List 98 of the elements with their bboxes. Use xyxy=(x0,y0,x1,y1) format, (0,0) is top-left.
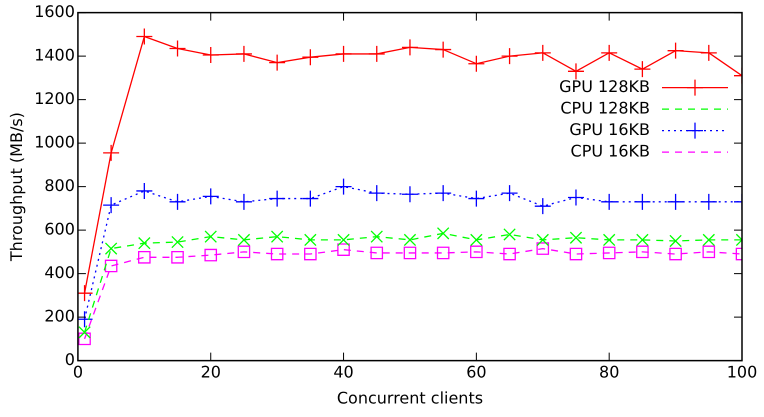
point xyxy=(570,231,582,244)
point xyxy=(602,234,616,246)
y-tick-label: 1400 xyxy=(34,45,75,64)
point xyxy=(102,144,120,162)
point xyxy=(470,246,483,258)
x-tick-label: 80 xyxy=(599,362,620,382)
x-tick-label: 20 xyxy=(200,362,221,382)
point xyxy=(235,193,253,210)
point xyxy=(171,236,184,248)
point xyxy=(436,246,450,260)
point xyxy=(334,45,352,63)
point xyxy=(104,260,118,272)
point xyxy=(500,184,518,202)
x-tick-label: 100 xyxy=(726,362,758,382)
point xyxy=(602,246,616,260)
point xyxy=(78,326,91,339)
point xyxy=(536,234,550,246)
point xyxy=(700,44,718,62)
point xyxy=(434,184,452,202)
point xyxy=(138,250,151,264)
point xyxy=(666,193,684,210)
point xyxy=(702,234,716,246)
point xyxy=(304,234,317,246)
legend-label: GPU 16KB xyxy=(569,120,650,139)
point xyxy=(368,45,386,63)
point xyxy=(304,248,317,260)
point xyxy=(138,236,151,250)
point xyxy=(636,234,649,246)
point xyxy=(136,28,153,46)
y-tick-label: 1200 xyxy=(34,88,75,108)
point xyxy=(204,230,218,243)
point xyxy=(302,190,319,208)
point xyxy=(536,242,550,255)
point xyxy=(270,230,284,243)
y-tick-label: 200 xyxy=(44,306,75,326)
point xyxy=(268,54,286,72)
point xyxy=(401,186,419,203)
point xyxy=(334,178,352,196)
point xyxy=(238,234,250,246)
point xyxy=(470,234,483,246)
point xyxy=(503,228,516,241)
point xyxy=(600,44,618,62)
y-tick-label: 600 xyxy=(44,219,75,238)
point xyxy=(401,38,419,56)
point xyxy=(368,184,386,202)
point xyxy=(370,246,384,260)
point xyxy=(136,182,153,200)
point xyxy=(270,248,284,260)
point xyxy=(666,42,684,60)
point xyxy=(168,40,186,58)
y-axis-title: Throughput (MB/s) xyxy=(6,112,26,262)
point xyxy=(302,48,319,66)
x-axis-title: Concurrent clients xyxy=(336,388,484,408)
point xyxy=(238,246,250,258)
point xyxy=(404,234,416,246)
point xyxy=(570,248,582,260)
point xyxy=(567,188,585,206)
x-tick-label: 40 xyxy=(333,362,354,382)
point xyxy=(468,55,486,72)
point xyxy=(634,193,652,210)
point xyxy=(171,250,184,264)
x-tick-label: 60 xyxy=(466,362,487,382)
y-tick-label: 0 xyxy=(64,350,75,369)
point xyxy=(102,196,120,214)
point xyxy=(636,246,649,258)
point xyxy=(337,243,350,256)
legend-label: CPU 16KB xyxy=(570,141,650,160)
point xyxy=(436,227,450,240)
point xyxy=(202,188,220,206)
point xyxy=(700,193,718,210)
point xyxy=(202,46,220,64)
point xyxy=(669,248,682,260)
point xyxy=(503,248,516,260)
y-tick-label: 1000 xyxy=(34,132,75,152)
point xyxy=(168,193,186,210)
legend-label: GPU 128KB xyxy=(559,76,650,96)
point xyxy=(104,242,118,255)
y-tick-label: 800 xyxy=(44,176,75,195)
point xyxy=(702,246,716,258)
point xyxy=(634,60,652,78)
point xyxy=(78,332,91,346)
point xyxy=(204,248,218,262)
y-tick-label: 1600 xyxy=(34,2,75,21)
point xyxy=(534,198,552,215)
legend-label: CPU 128KB xyxy=(560,98,650,118)
point xyxy=(600,193,618,210)
point xyxy=(235,45,253,63)
y-tick-label: 400 xyxy=(44,262,75,282)
point xyxy=(534,44,552,62)
point xyxy=(468,190,486,208)
point xyxy=(669,234,682,248)
point xyxy=(500,47,518,65)
point xyxy=(370,230,384,243)
point xyxy=(404,246,416,260)
point xyxy=(337,234,350,246)
point xyxy=(268,190,286,208)
point xyxy=(567,62,585,80)
point xyxy=(434,40,452,58)
